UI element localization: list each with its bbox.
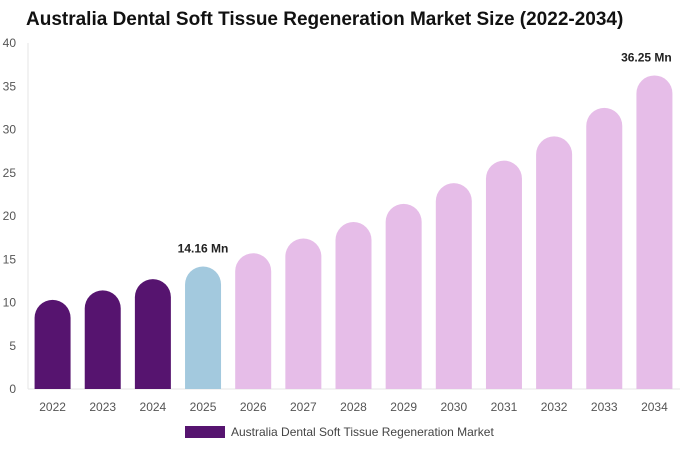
y-tick-label: 20 [3, 209, 17, 223]
data-label: 14.16 Mn [178, 242, 229, 256]
legend: Australia Dental Soft Tissue Regeneratio… [185, 425, 494, 439]
bar-2023 [84, 290, 121, 389]
bars [34, 75, 673, 390]
legend-label: Australia Dental Soft Tissue Regeneratio… [231, 425, 494, 439]
legend-swatch [185, 426, 225, 438]
bar-2031 [485, 160, 522, 389]
x-tick-label: 2030 [440, 400, 467, 414]
bar-2032 [536, 136, 573, 389]
y-tick-label: 40 [3, 36, 17, 50]
bar-2022 [34, 299, 71, 389]
data-labels: 14.16 Mn 36.25 Mn [178, 50, 672, 255]
bar-2027 [285, 238, 322, 389]
bar-2026 [235, 253, 272, 389]
bar-2028 [335, 222, 372, 389]
x-tick-label: 2034 [641, 400, 668, 414]
x-tick-label: 2027 [290, 400, 317, 414]
x-tick-label: 2029 [390, 400, 417, 414]
x-tick-label: 2031 [491, 400, 518, 414]
bar-2029 [385, 203, 422, 389]
x-tick-label: 2028 [340, 400, 367, 414]
y-tick-label: 5 [9, 339, 16, 353]
x-tick-label: 2032 [541, 400, 568, 414]
bar-2025 [185, 266, 222, 389]
data-label: 36.25 Mn [621, 50, 672, 64]
bar-2030 [435, 183, 472, 389]
chart-title: Australia Dental Soft Tissue Regeneratio… [26, 9, 624, 30]
y-tick-label: 25 [3, 166, 17, 180]
x-tick-label: 2025 [190, 400, 217, 414]
x-tick-label: 2033 [591, 400, 618, 414]
y-tick-label: 15 [3, 252, 17, 266]
x-axis-ticks: 2022 2023 2024 2025 2026 2027 2028 2029 2030 2031… [39, 400, 668, 414]
bar-2034 [636, 75, 673, 389]
y-tick-label: 0 [9, 382, 16, 396]
y-axis-ticks: 0 5 10 15 20 25 30 35 40 [3, 36, 17, 396]
y-tick-label: 35 [3, 79, 17, 93]
y-tick-label: 30 [3, 123, 17, 137]
x-tick-label: 2026 [240, 400, 267, 414]
x-tick-label: 2022 [39, 400, 66, 414]
y-tick-label: 10 [3, 296, 17, 310]
x-tick-label: 2023 [89, 400, 116, 414]
x-tick-label: 2024 [140, 400, 167, 414]
bar-2033 [586, 107, 623, 390]
bar-2024 [134, 279, 171, 389]
